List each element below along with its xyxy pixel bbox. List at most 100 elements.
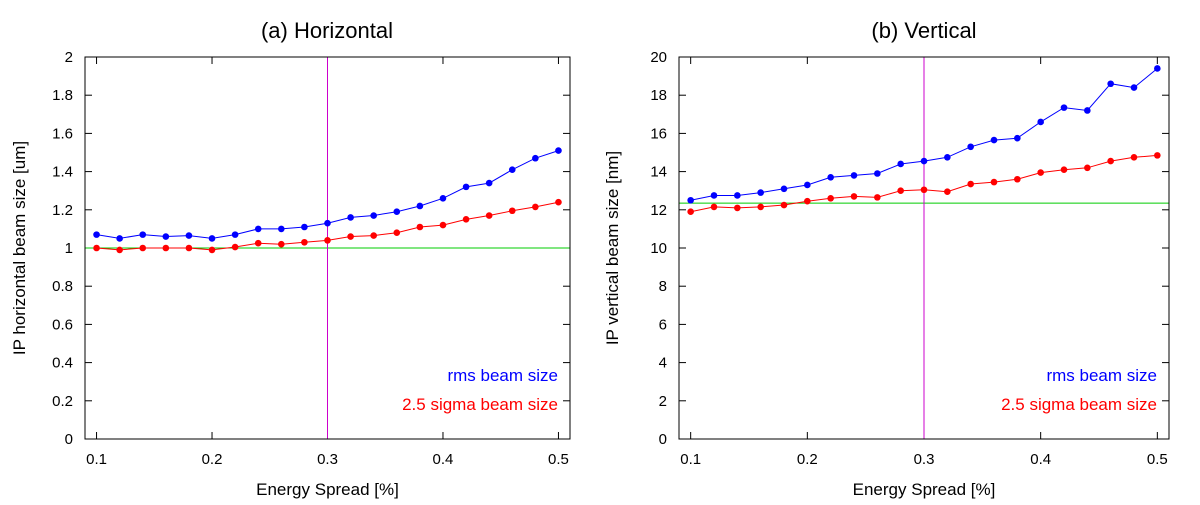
data-point-sigma bbox=[827, 195, 834, 202]
y-tick-label: 4 bbox=[659, 355, 667, 372]
y-tick-label: 10 bbox=[650, 240, 667, 257]
data-point-sigma bbox=[1107, 157, 1114, 165]
y-tick-label: 20 bbox=[650, 49, 667, 66]
data-point-rms bbox=[874, 170, 881, 177]
data-point-rms bbox=[485, 179, 493, 187]
x-tick-label: 0.2 bbox=[202, 451, 223, 468]
data-point-sigma bbox=[944, 188, 951, 195]
y-tick-label: 0.6 bbox=[52, 316, 73, 333]
data-point-rms bbox=[1107, 80, 1114, 88]
y-axis-label: IP vertical beam size [nm] bbox=[603, 151, 622, 345]
x-tick-label: 0.4 bbox=[433, 451, 454, 468]
data-point-sigma bbox=[278, 240, 285, 248]
data-point-sigma bbox=[439, 221, 447, 229]
data-point-rms bbox=[710, 192, 718, 199]
data-point-sigma bbox=[1084, 164, 1091, 172]
y-tick-label: 0.4 bbox=[52, 355, 73, 372]
data-point-rms bbox=[393, 208, 401, 216]
y-tick-label: 18 bbox=[650, 87, 667, 104]
data-point-rms bbox=[139, 231, 147, 238]
x-tick-label: 0.5 bbox=[548, 451, 569, 468]
data-point-rms bbox=[254, 225, 262, 233]
data-point-rms bbox=[439, 195, 447, 202]
data-point-sigma bbox=[532, 203, 539, 211]
y-tick-label: 1.4 bbox=[52, 164, 73, 181]
chart-panel-horizontal: (a) Horizontal 0 0.2 0.4 0.6 0.8 1 1.2 1.4 1.6 1.8… bbox=[10, 18, 571, 499]
data-point-sigma bbox=[874, 194, 881, 201]
data-point-sigma bbox=[734, 204, 741, 212]
data-point-sigma bbox=[1154, 152, 1161, 159]
x-tick-label: 0.3 bbox=[914, 451, 935, 468]
data-point-rms bbox=[462, 183, 470, 191]
data-point-sigma bbox=[1130, 153, 1138, 161]
data-point-sigma bbox=[208, 246, 216, 254]
y-tick-label: 0.2 bbox=[52, 393, 73, 410]
data-point-sigma bbox=[185, 244, 193, 252]
data-point-sigma bbox=[1014, 175, 1021, 183]
data-point-rms bbox=[687, 196, 694, 204]
data-point-rms bbox=[116, 235, 123, 242]
data-point-rms bbox=[897, 160, 904, 168]
data-point-sigma bbox=[116, 246, 123, 254]
data-point-rms bbox=[185, 232, 193, 239]
chart-title: (a) Horizontal bbox=[261, 18, 393, 43]
data-point-sigma bbox=[93, 244, 100, 252]
data-point-sigma bbox=[990, 178, 998, 186]
legend-entry-rms: rms beam size bbox=[1046, 366, 1157, 385]
y-tick-label: 8 bbox=[659, 278, 667, 295]
data-point-sigma bbox=[687, 208, 694, 216]
data-point-rms bbox=[920, 157, 928, 165]
data-point-rms bbox=[944, 153, 951, 161]
chart-title: (b) Vertical bbox=[871, 18, 976, 43]
y-tick-label: 6 bbox=[659, 316, 667, 333]
y-tick-label: 0 bbox=[659, 431, 667, 448]
data-point-sigma bbox=[231, 243, 239, 251]
data-point-rms bbox=[416, 202, 424, 210]
x-tick-label: 0.1 bbox=[86, 451, 107, 468]
data-point-rms bbox=[967, 143, 974, 151]
data-point-rms bbox=[850, 172, 858, 179]
chart-panel-vertical: (b) Vertical 0 2 4 6 8 10 12 14 16 18 20 0.1 0.2 0.3 0.… bbox=[603, 18, 1170, 499]
data-point-sigma bbox=[485, 212, 493, 219]
data-point-sigma bbox=[1037, 169, 1044, 176]
data-point-sigma bbox=[370, 232, 377, 239]
data-point-sigma bbox=[139, 244, 147, 252]
y-tick-label: 1.2 bbox=[52, 202, 73, 219]
y-tick-label: 2 bbox=[65, 49, 73, 66]
y-tick-label: 0.8 bbox=[52, 278, 73, 295]
data-point-sigma bbox=[850, 193, 858, 200]
data-point-sigma bbox=[416, 223, 424, 231]
data-point-rms bbox=[347, 214, 354, 221]
data-point-rms bbox=[208, 235, 216, 242]
data-point-sigma bbox=[780, 201, 788, 209]
data-point-rms bbox=[1037, 118, 1044, 126]
data-point-sigma bbox=[393, 229, 401, 237]
data-point-sigma bbox=[508, 207, 516, 215]
data-point-rms bbox=[1014, 134, 1021, 142]
data-point-rms bbox=[301, 223, 308, 231]
legend-entry-sigma: 2.5 sigma beam size bbox=[1001, 395, 1157, 414]
data-point-sigma bbox=[162, 244, 170, 252]
data-point-sigma bbox=[967, 180, 974, 188]
data-point-sigma bbox=[301, 238, 308, 246]
data-point-rms bbox=[1084, 107, 1091, 114]
data-point-rms bbox=[1130, 84, 1138, 91]
y-tick-label: 1.8 bbox=[52, 87, 73, 104]
data-point-rms bbox=[555, 147, 562, 154]
data-point-sigma bbox=[347, 233, 354, 240]
legend-entry-sigma: 2.5 sigma beam size bbox=[402, 395, 558, 414]
data-point-rms bbox=[1154, 65, 1161, 72]
y-tick-label: 2 bbox=[659, 393, 667, 410]
data-point-rms bbox=[734, 192, 741, 199]
y-tick-label: 1.6 bbox=[52, 125, 73, 142]
data-point-sigma bbox=[1060, 166, 1068, 173]
legend-entry-rms: rms beam size bbox=[447, 366, 558, 385]
data-point-sigma bbox=[804, 197, 811, 205]
x-axis-label: Energy Spread [%] bbox=[853, 480, 996, 499]
data-point-sigma bbox=[254, 239, 262, 247]
x-axis-label: Energy Spread [%] bbox=[256, 480, 399, 499]
y-tick-label: 14 bbox=[650, 164, 667, 181]
data-point-sigma bbox=[710, 203, 718, 211]
data-point-rms bbox=[827, 174, 834, 181]
